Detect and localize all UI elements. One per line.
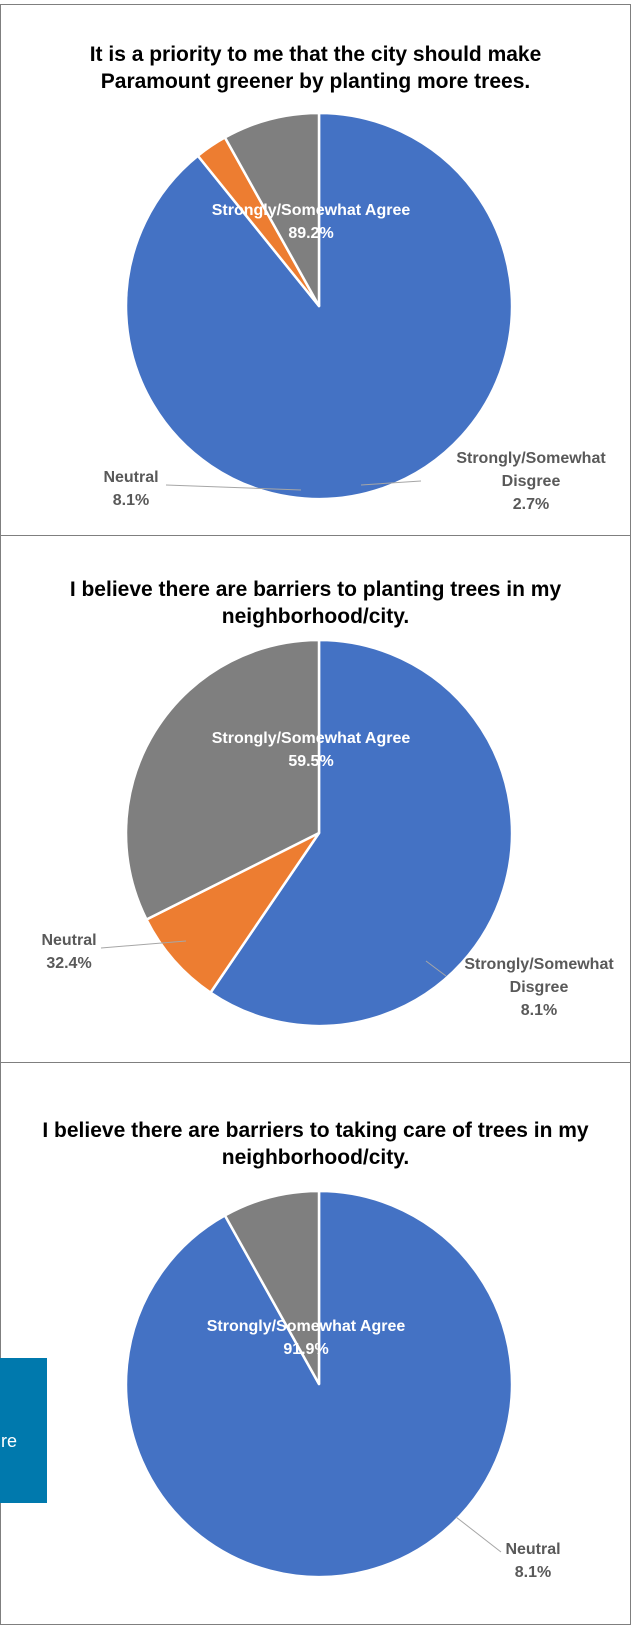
chart-title: It is a priority to me that the city sho…	[89, 43, 542, 93]
pie-slice-strongly-somewhat-disgree	[145, 831, 321, 994]
leader-line	[425, 960, 447, 977]
leader-line	[165, 484, 302, 491]
pie-chart-1: Strongly/Somewhat Agree 89.2% Strongly/Som…	[103, 111, 606, 513]
data-label-value: 8.1%	[521, 1002, 557, 1019]
chart-panel-2: I believe there are barriers to planting…	[0, 535, 631, 1063]
data-label-value: 89.2%	[288, 225, 333, 242]
data-label-name: Strongly/Somewhat Agree	[207, 1318, 406, 1335]
data-label-value: 32.4%	[46, 955, 91, 972]
data-label-name: Strongly/Somewhat	[464, 956, 614, 973]
pie-slice-neutral	[124, 638, 321, 921]
data-label-name: Neutral	[505, 1541, 560, 1558]
pie-slice-neutral	[223, 1189, 321, 1386]
chart-panel-1: It is a priority to me that the city sho…	[0, 4, 631, 536]
leader-line	[455, 1516, 502, 1553]
data-label-name: Neutral	[41, 932, 96, 949]
data-label-value: 91.9%	[283, 1341, 328, 1358]
pie-chart-3: Strongly/Somewhat Agree 91.9% Neutral 8.1%	[124, 1189, 561, 1581]
data-label-name: Strongly/Somewhat Agree	[212, 730, 411, 747]
chart-panel-3: I believe there are barriers to taking c…	[0, 1062, 631, 1625]
pie-slice-strongly-somewhat-agree	[209, 638, 514, 1028]
side-callout-text: re	[1, 1431, 18, 1451]
data-label-value: 8.1%	[515, 1564, 551, 1581]
data-label-name: Neutral	[103, 469, 158, 486]
pie-slice-neutral	[223, 111, 321, 308]
leader-line	[360, 480, 422, 486]
data-label-value: 2.7%	[513, 496, 549, 513]
data-label-value: 8.1%	[113, 492, 149, 509]
side-callout-box: re	[0, 1358, 47, 1503]
data-label-name: Disgree	[510, 979, 569, 996]
leader-line	[100, 940, 187, 949]
data-label-value: 59.5%	[288, 753, 333, 770]
data-label-name: Strongly/Somewhat	[456, 450, 606, 467]
pie-chart-2: Strongly/Somewhat Agree 59.5% Strongly/Som…	[41, 638, 614, 1028]
chart-title: I believe there are barriers to planting…	[69, 578, 562, 628]
chart-title: I believe there are barriers to taking c…	[42, 1119, 589, 1169]
data-label-name: Strongly/Somewhat Agree	[212, 202, 411, 219]
data-label-name: Disgree	[502, 473, 561, 490]
